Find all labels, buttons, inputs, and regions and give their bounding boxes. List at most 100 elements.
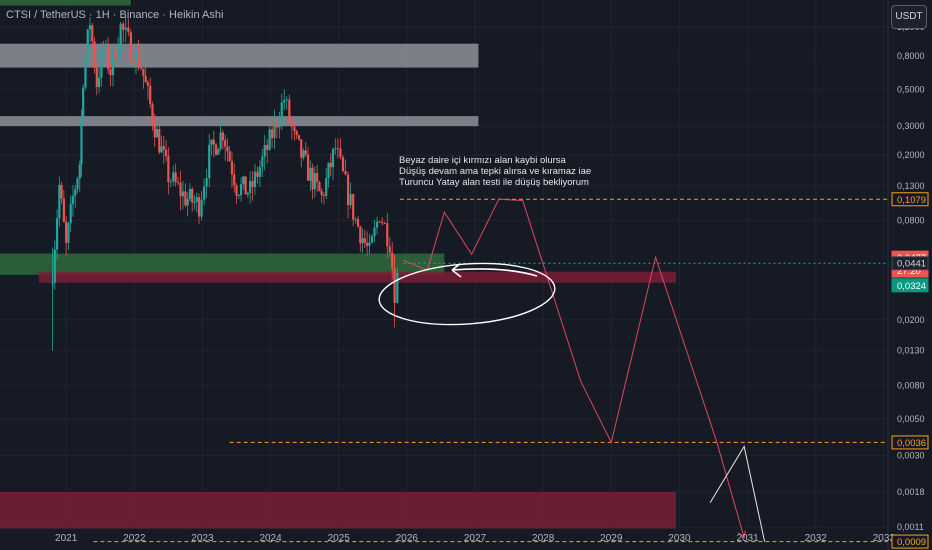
annotation-note: Beyaz daire içi kırmızı alan kaybi olurs… — [399, 155, 591, 188]
projection-path — [403, 198, 746, 539]
candle-body — [228, 151, 231, 162]
candle-body — [95, 67, 98, 87]
y-tick-label: 0,3000 — [897, 121, 925, 131]
candle-body — [237, 195, 240, 197]
zone-gray — [0, 43, 479, 68]
time-axis[interactable]: 2021 2022 2023 2024 2025 2026 2027 2028 2029 2030… — [55, 533, 895, 544]
y-tick-label: 0,0080 — [897, 380, 925, 390]
candle-body — [251, 181, 254, 188]
candle-body — [275, 121, 278, 128]
white-projection-line — [709, 445, 766, 542]
candle-body — [176, 182, 180, 184]
candle-body — [134, 50, 138, 65]
candle-body — [160, 146, 163, 153]
x-tick-label: 2033 — [873, 533, 896, 544]
candle-body — [55, 218, 59, 250]
candle-body — [356, 219, 360, 227]
y-tick-label: 0,2000 — [897, 150, 925, 160]
candle-body — [203, 186, 206, 200]
y-tick-label: 0,0050 — [897, 414, 925, 424]
candle-body — [258, 167, 261, 177]
candle-body — [217, 148, 220, 155]
candle-body — [224, 140, 227, 147]
candle-body — [140, 67, 143, 69]
candle-body — [313, 173, 316, 190]
candle-body — [193, 201, 196, 203]
candle-body — [242, 176, 245, 185]
candle-body — [293, 126, 296, 132]
candle-body — [316, 173, 319, 183]
candle-body — [320, 190, 323, 196]
candle-body — [71, 195, 75, 204]
candle-body — [91, 25, 94, 42]
candle-body — [290, 120, 293, 127]
candle-body — [65, 221, 68, 243]
candle-body — [167, 156, 170, 182]
candle-body — [352, 194, 355, 220]
candle-body — [97, 77, 101, 87]
candle-body — [336, 148, 339, 150]
candle-body — [142, 68, 145, 76]
projection-arrowhead — [737, 530, 746, 539]
candle-body — [388, 246, 391, 253]
price-tag-box — [891, 192, 929, 207]
candle-body — [127, 27, 130, 33]
candle-body — [368, 242, 371, 246]
candle-body — [239, 184, 243, 196]
y-tick-label: 0,0030 — [897, 450, 925, 460]
y-tick-label: 0,0800 — [897, 216, 925, 226]
price-zones — [0, 0, 677, 529]
candle-body — [100, 50, 103, 78]
white-circle-annotation — [378, 262, 556, 326]
price-tag-label: 0,0009 — [897, 537, 926, 548]
candle-body — [119, 23, 122, 49]
candle-body — [331, 148, 335, 168]
candle-body — [208, 144, 211, 179]
candle-body — [107, 44, 110, 70]
x-tick-label: 2027 — [464, 533, 487, 544]
candle-body — [155, 129, 159, 138]
candle-body — [386, 223, 389, 247]
candle-body — [69, 203, 72, 224]
candle-body — [181, 191, 185, 197]
candle-body — [278, 122, 281, 128]
candle-body — [329, 162, 332, 168]
candle-body — [122, 23, 125, 30]
candle-body — [285, 99, 288, 101]
candle-body — [184, 191, 187, 206]
zone-gray — [0, 116, 479, 127]
candle-body — [86, 29, 89, 58]
candle-body — [60, 184, 63, 199]
candle-body — [378, 221, 381, 223]
candle-body — [210, 139, 213, 145]
horizontal-levels — [93, 198, 888, 543]
candle-body — [169, 181, 172, 183]
price-tag-box — [891, 435, 929, 450]
price-tag-box — [891, 278, 929, 293]
candle-body — [212, 139, 215, 145]
x-tick-label: 2032 — [805, 533, 828, 544]
candle-body — [302, 150, 305, 158]
annotation-line: Düşüş devam ama tepki alırsa ve kıramaz … — [399, 166, 592, 177]
candle-body — [341, 156, 345, 172]
candle-body — [233, 174, 236, 186]
y-tick-label: 0,0011 — [897, 522, 924, 532]
candle-body — [74, 189, 77, 196]
x-tick-label: 2021 — [55, 533, 78, 544]
currency-button[interactable]: USDT — [891, 5, 927, 29]
candle-body — [370, 236, 374, 243]
zone-red — [38, 271, 677, 283]
candle-body — [109, 69, 112, 76]
candle-body — [197, 197, 201, 217]
candle-body — [354, 219, 357, 221]
candle-body — [325, 178, 328, 196]
candle-body — [84, 57, 87, 88]
candle-body — [164, 149, 168, 157]
candle-body — [300, 139, 303, 158]
candle-body — [359, 226, 362, 244]
annotation-line: Beyaz daire içi kırmızı alan kaybi olurs… — [399, 155, 566, 166]
candle-body — [144, 75, 147, 83]
candlestick-series — [51, 17, 399, 351]
candle-body — [162, 146, 165, 150]
